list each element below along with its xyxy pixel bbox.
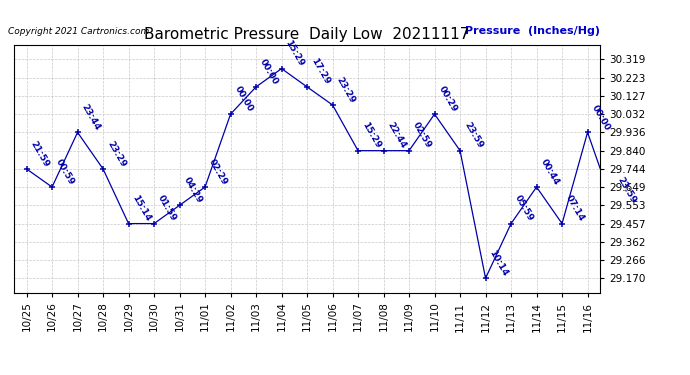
- Text: 01:59: 01:59: [156, 194, 178, 223]
- Text: 23:29: 23:29: [335, 75, 357, 105]
- Title: Barometric Pressure  Daily Low  20211117: Barometric Pressure Daily Low 20211117: [144, 27, 470, 42]
- Text: 23:59: 23:59: [615, 176, 638, 205]
- Text: 15:14: 15:14: [130, 194, 152, 223]
- Text: 21:59: 21:59: [28, 139, 51, 168]
- Text: 00:29: 00:29: [437, 84, 459, 114]
- Text: 00:44: 00:44: [539, 158, 561, 187]
- Text: 17:29: 17:29: [309, 57, 331, 87]
- Text: 00:00: 00:00: [258, 58, 280, 87]
- Text: 00:59: 00:59: [54, 158, 76, 187]
- Text: 07:14: 07:14: [564, 194, 586, 223]
- Text: 15:29: 15:29: [284, 39, 306, 68]
- Text: Copyright 2021 Cartronics.com: Copyright 2021 Cartronics.com: [8, 27, 149, 36]
- Text: 10:14: 10:14: [488, 249, 510, 278]
- Text: 00:00: 00:00: [589, 103, 611, 132]
- Text: 02:59: 02:59: [411, 121, 433, 150]
- Text: 15:29: 15:29: [360, 121, 382, 150]
- Text: 02:29: 02:29: [207, 158, 229, 187]
- Text: 23:44: 23:44: [79, 102, 102, 132]
- Text: 05:59: 05:59: [513, 194, 535, 223]
- Text: Pressure  (Inches/Hg): Pressure (Inches/Hg): [465, 26, 600, 36]
- Text: 00:00: 00:00: [233, 85, 255, 114]
- Text: 22:44: 22:44: [386, 121, 408, 150]
- Text: 23:29: 23:29: [105, 139, 127, 168]
- Text: 04:29: 04:29: [181, 176, 204, 205]
- Text: 23:59: 23:59: [462, 121, 484, 150]
